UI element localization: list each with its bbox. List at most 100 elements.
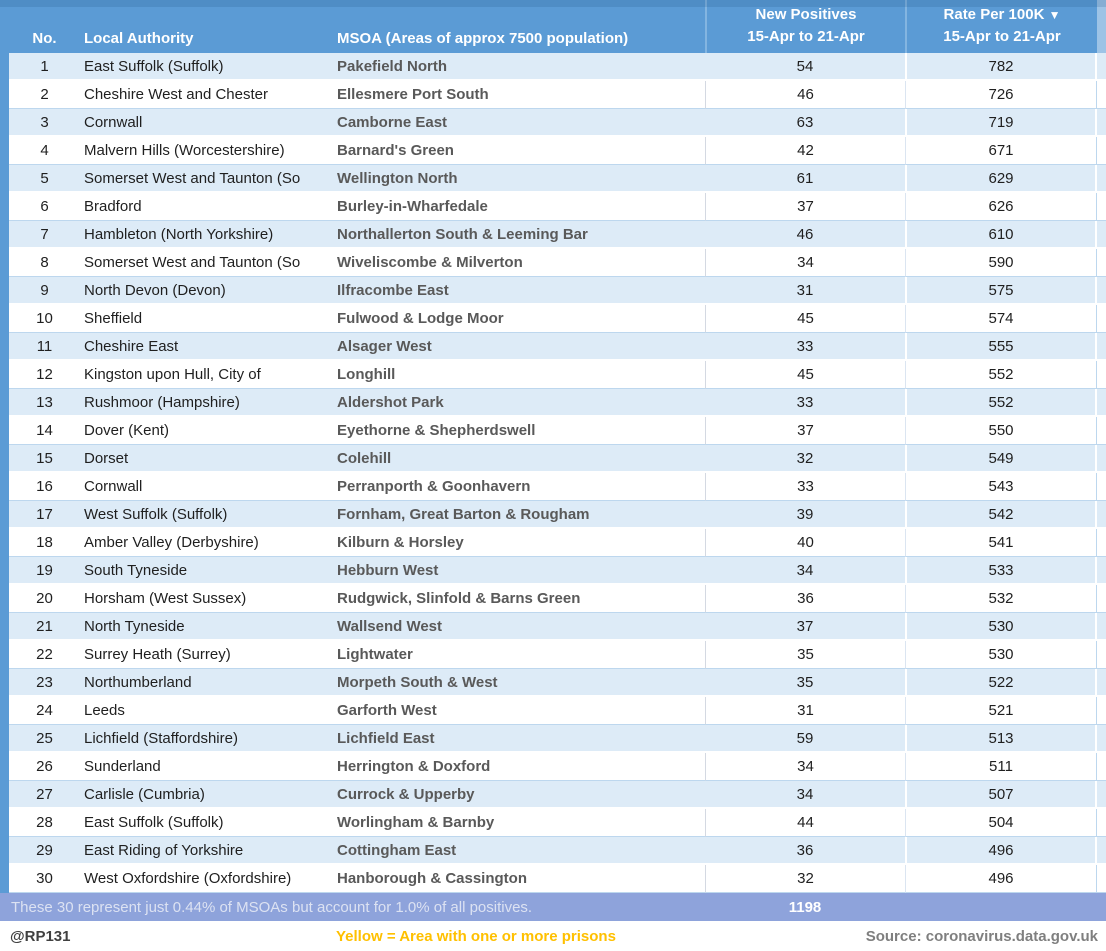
cell-new-positives: 32 xyxy=(705,445,905,473)
cell-rank: 13 xyxy=(9,389,80,417)
left-accent-bar xyxy=(0,753,9,781)
cell-new-positives: 35 xyxy=(705,669,905,697)
cell-new-positives: 35 xyxy=(705,641,905,669)
cell-msoa: Worlingham & Barnby xyxy=(333,809,705,837)
table-row: 15 Dorset Colehill 32 549 xyxy=(0,445,1106,473)
sort-descending-icon[interactable]: ▼ xyxy=(1048,8,1061,22)
row-right-sliver xyxy=(1097,389,1106,417)
cell-new-positives: 42 xyxy=(705,137,905,165)
column-header-msoa-label: MSOA (Areas of approx 7500 population) xyxy=(337,30,629,47)
cell-rate: 504 xyxy=(905,809,1097,837)
left-accent-bar xyxy=(0,585,9,613)
prison-legend: Yellow = Area with one or more prisons xyxy=(336,928,616,945)
cell-rank: 24 xyxy=(9,697,80,725)
cell-new-positives: 37 xyxy=(705,193,905,221)
cell-rank: 20 xyxy=(9,585,80,613)
table-row: 16 Cornwall Perranporth & Goonhavern 33 … xyxy=(0,473,1106,501)
cell-local-authority: North Devon (Devon) xyxy=(80,277,333,305)
cell-rate: 511 xyxy=(905,753,1097,781)
table-row: 26 Sunderland Herrington & Doxford 34 51… xyxy=(0,753,1106,781)
table-row: 4 Malvern Hills (Worcestershire) Barnard… xyxy=(0,137,1106,165)
cell-rank: 27 xyxy=(9,781,80,809)
cell-msoa: Wallsend West xyxy=(333,613,705,641)
cell-rank: 21 xyxy=(9,613,80,641)
cell-msoa: Pakefield North xyxy=(333,53,705,81)
column-header-local-authority: Local Authority xyxy=(80,0,333,53)
cell-rank: 4 xyxy=(9,137,80,165)
table-row: 24 Leeds Garforth West 31 521 xyxy=(0,697,1106,725)
row-right-sliver xyxy=(1097,613,1106,641)
cell-new-positives: 63 xyxy=(705,109,905,137)
cell-rate: 782 xyxy=(905,53,1097,81)
cell-rate: 626 xyxy=(905,193,1097,221)
cell-rank: 26 xyxy=(9,753,80,781)
cell-new-positives: 33 xyxy=(705,473,905,501)
left-accent-bar xyxy=(0,837,9,865)
table-row: 5 Somerset West and Taunton (So Wellingt… xyxy=(0,165,1106,193)
row-right-sliver xyxy=(1097,809,1106,837)
row-right-sliver xyxy=(1097,753,1106,781)
left-accent-bar xyxy=(0,809,9,837)
summary-band: These 30 represent just 0.44% of MSOAs b… xyxy=(0,893,1106,921)
table-row: 20 Horsham (West Sussex) Rudgwick, Slinf… xyxy=(0,585,1106,613)
cell-msoa: Herrington & Doxford xyxy=(333,753,705,781)
left-accent-bar xyxy=(0,277,9,305)
cell-rank: 16 xyxy=(9,473,80,501)
left-accent-bar xyxy=(0,165,9,193)
cell-msoa: Aldershot Park xyxy=(333,389,705,417)
row-right-sliver xyxy=(1097,781,1106,809)
cell-local-authority: Malvern Hills (Worcestershire) xyxy=(80,137,333,165)
left-accent-bar xyxy=(0,865,9,893)
cell-local-authority: Rushmoor (Hampshire) xyxy=(80,389,333,417)
cell-rate: 555 xyxy=(905,333,1097,361)
row-right-sliver xyxy=(1097,137,1106,165)
table-row: 27 Carlisle (Cumbria) Currock & Upperby … xyxy=(0,781,1106,809)
table-header: No. Local Authority MSOA (Areas of appro… xyxy=(0,0,1106,53)
row-right-sliver xyxy=(1097,165,1106,193)
cell-new-positives: 36 xyxy=(705,837,905,865)
cell-new-positives: 34 xyxy=(705,781,905,809)
cell-rate: 574 xyxy=(905,305,1097,333)
left-accent-bar xyxy=(0,193,9,221)
cell-local-authority: Somerset West and Taunton (So xyxy=(80,165,333,193)
author-handle: @RP131 xyxy=(10,928,71,945)
rate-label: Rate Per 100K xyxy=(943,6,1045,23)
cell-msoa: Perranporth & Goonhavern xyxy=(333,473,705,501)
cell-local-authority: Leeds xyxy=(80,697,333,725)
left-accent-bar xyxy=(0,445,9,473)
cell-rate: 496 xyxy=(905,837,1097,865)
cell-msoa: Colehill xyxy=(333,445,705,473)
table-row: 25 Lichfield (Staffordshire) Lichfield E… xyxy=(0,725,1106,753)
row-right-sliver xyxy=(1097,473,1106,501)
row-right-sliver xyxy=(1097,277,1106,305)
cell-rank: 30 xyxy=(9,865,80,893)
cell-local-authority: Lichfield (Staffordshire) xyxy=(80,725,333,753)
left-accent-bar xyxy=(0,0,9,53)
cell-rate: 550 xyxy=(905,417,1097,445)
left-accent-bar xyxy=(0,529,9,557)
cell-new-positives: 44 xyxy=(705,809,905,837)
column-header-new-positives: New Positives 15-Apr to 21-Apr xyxy=(705,0,905,53)
left-accent-bar xyxy=(0,473,9,501)
rate-daterange: 15-Apr to 21-Apr xyxy=(943,28,1061,45)
table-row: 7 Hambleton (North Yorkshire) Northaller… xyxy=(0,221,1106,249)
cell-new-positives: 34 xyxy=(705,753,905,781)
cell-msoa: Camborne East xyxy=(333,109,705,137)
row-right-sliver xyxy=(1097,305,1106,333)
table-row: 14 Dover (Kent) Eyethorne & Shepherdswel… xyxy=(0,417,1106,445)
row-right-sliver xyxy=(1097,417,1106,445)
row-right-sliver xyxy=(1097,445,1106,473)
cell-new-positives: 54 xyxy=(705,53,905,81)
table-row: 3 Cornwall Camborne East 63 719 xyxy=(0,109,1106,137)
cell-new-positives: 34 xyxy=(705,249,905,277)
left-accent-bar xyxy=(0,725,9,753)
table-row: 6 Bradford Burley-in-Wharfedale 37 626 xyxy=(0,193,1106,221)
cell-rank: 22 xyxy=(9,641,80,669)
row-right-sliver xyxy=(1097,529,1106,557)
cell-rate: 513 xyxy=(905,725,1097,753)
cell-local-authority: Bradford xyxy=(80,193,333,221)
cell-rate: 521 xyxy=(905,697,1097,725)
cell-msoa: Alsager West xyxy=(333,333,705,361)
cell-local-authority: Cheshire East xyxy=(80,333,333,361)
table-row: 28 East Suffolk (Suffolk) Worlingham & B… xyxy=(0,809,1106,837)
